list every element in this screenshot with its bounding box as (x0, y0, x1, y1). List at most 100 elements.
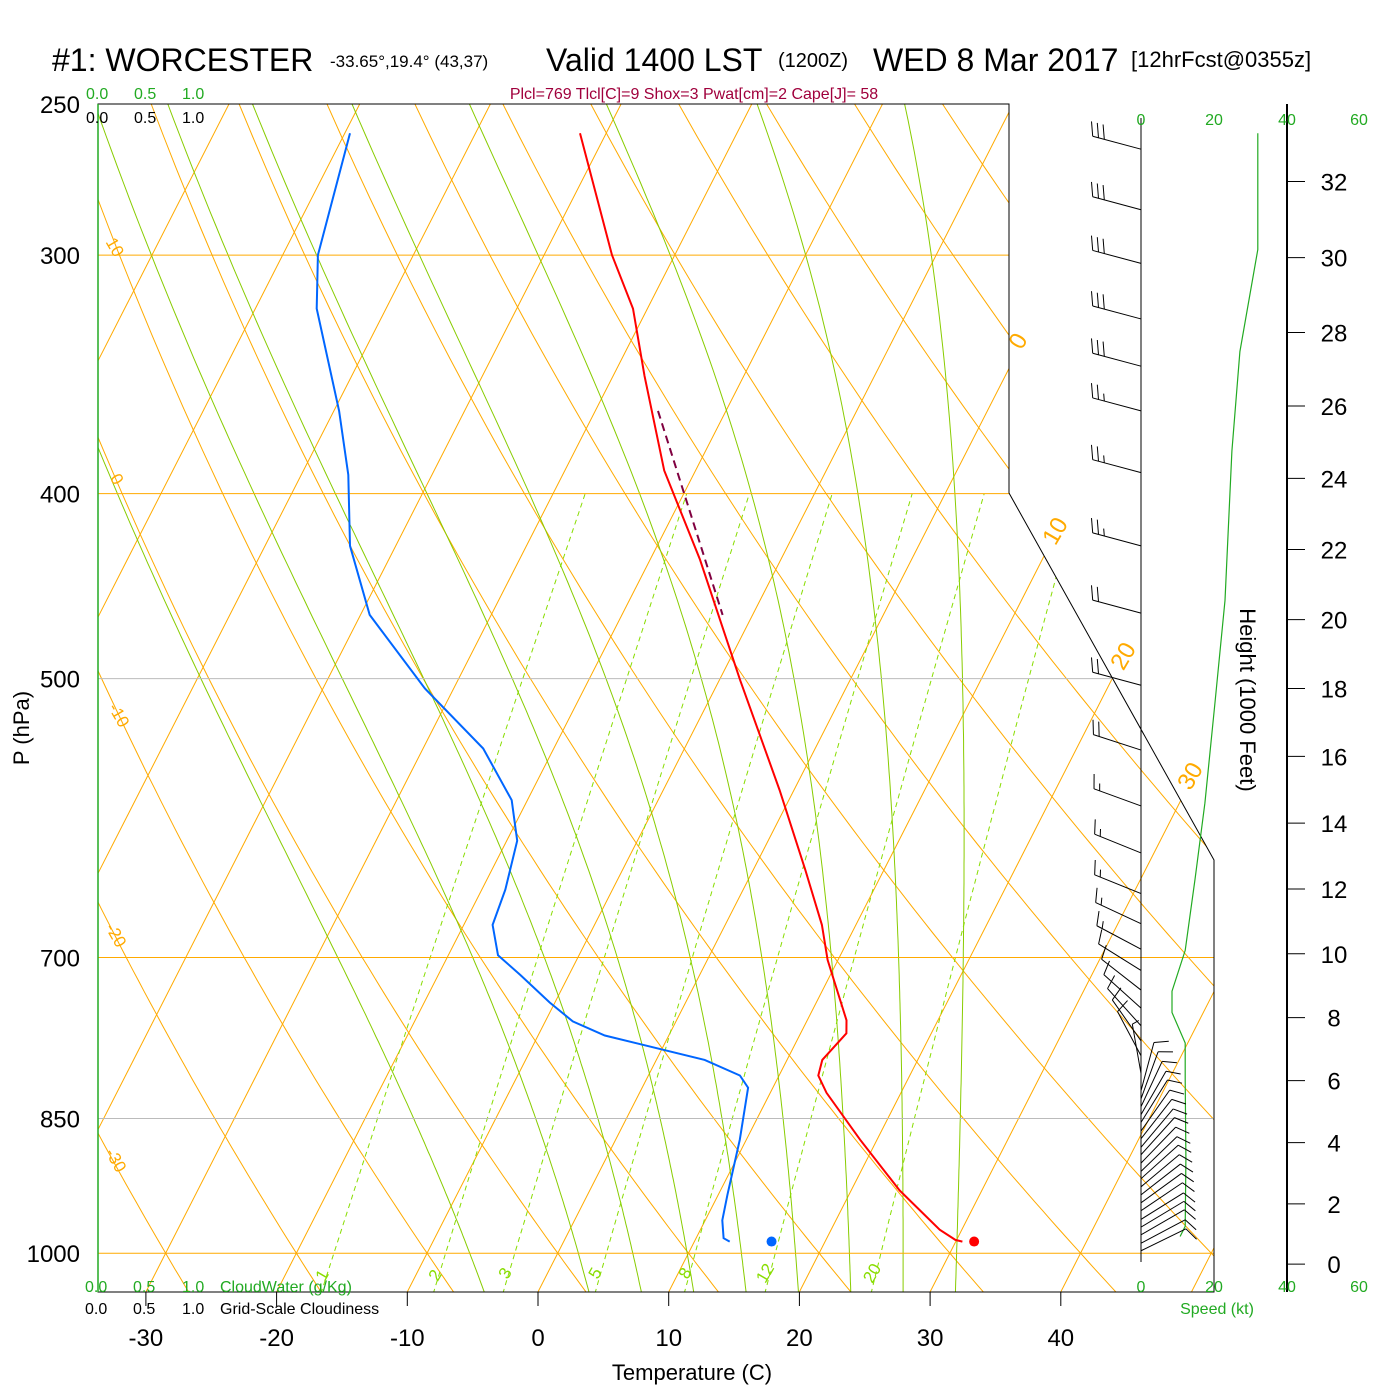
wind-barb (1140, 1079, 1183, 1123)
moist-adiabat-line (756, 104, 904, 1292)
barb-feather (1102, 294, 1105, 310)
barb-staff (1140, 1108, 1174, 1148)
speed-tick: 60 (1350, 112, 1368, 129)
cloudiness-bottom-scale: 0.0 0.5 1.0 Grid-Scale Cloudiness (85, 1301, 379, 1318)
barb-staff (1140, 1126, 1177, 1164)
dry-adiabat-label: -30 (101, 1145, 130, 1176)
height-tick-label: 30 (1321, 246, 1348, 273)
wind-barb (1140, 1126, 1190, 1164)
barb-staff (1095, 902, 1142, 925)
wind-barb (1140, 1098, 1187, 1140)
dry-adiabat-label: -20 (101, 920, 130, 951)
barb-staff (1092, 671, 1142, 686)
isobar-lines (98, 254, 1214, 1254)
dry-adiabat-line (766, 104, 1214, 1292)
isotherm-line (276, 104, 883, 1292)
surface-dewpoint-dot (766, 1236, 777, 1247)
wind-barb (1090, 518, 1142, 547)
barb-feather (1090, 518, 1094, 533)
barb-staff (1140, 1192, 1184, 1220)
speed-tick: 60 (1350, 1279, 1368, 1296)
barb-half-feather (1103, 455, 1105, 463)
wind-barb (1140, 1070, 1181, 1115)
barb-feather (1180, 1163, 1194, 1173)
barb-feather (1181, 1173, 1195, 1183)
barb-feather (1184, 1219, 1197, 1231)
barb-feather (1095, 887, 1098, 903)
moist-adiabat-line (252, 104, 695, 1292)
scale-tick: 1.0 (182, 1279, 204, 1296)
barb-feather (1090, 657, 1094, 673)
background-isopleths (98, 104, 1400, 1294)
mixing-ratio-label: 2 (425, 1266, 446, 1284)
y-axis-label: P (hPa) (9, 691, 34, 765)
temperature-tick-label: 40 (1047, 1325, 1074, 1352)
barb-feather (1090, 585, 1094, 601)
dry-adiabat-line (326, 104, 1118, 1292)
height-tick-label: 26 (1321, 394, 1348, 421)
pressure-tick-label: 500 (40, 667, 80, 694)
barb-staff (1111, 999, 1142, 1042)
speed-tick: 20 (1205, 112, 1223, 129)
height-tick-label: 6 (1327, 1069, 1340, 1096)
dry-adiabat-line (98, 104, 456, 1292)
dry-adiabat-line (590, 104, 1214, 1292)
temperature-tick-label: 30 (917, 1325, 944, 1352)
valid-time: Valid 1400 LST (546, 42, 762, 78)
wind-barb (1140, 1051, 1173, 1099)
wind-barb (1090, 444, 1142, 474)
wind-barb (1090, 121, 1142, 150)
speed-tick: 20 (1205, 1279, 1223, 1296)
wind-barb (1140, 1089, 1185, 1132)
barb-feather (1096, 586, 1099, 602)
isotherm-line (929, 104, 1214, 1292)
scale-tick: 0.0 (86, 86, 108, 103)
barb-feather (1102, 238, 1105, 254)
forecast-info: [12hrFcst@0355z] (1131, 47, 1311, 72)
sounding-profiles (315, 133, 980, 1247)
mixing-ratio-line (432, 493, 688, 1292)
barb-staff (1092, 599, 1142, 614)
barb-staff (1092, 459, 1142, 474)
temperature-tick-label: -10 (390, 1325, 425, 1352)
barb-feather (1185, 1228, 1197, 1240)
barb-staff (1140, 1144, 1179, 1180)
wind-barb (1140, 1154, 1193, 1188)
barb-staff (1140, 1089, 1171, 1132)
barb-feather (1102, 185, 1105, 200)
barb-feather (1172, 1108, 1188, 1115)
plot-frame (97, 103, 1215, 1293)
dry-adiabat-line (502, 104, 1214, 1292)
barb-staff (1140, 1117, 1175, 1156)
height-tick-label: 32 (1321, 169, 1348, 196)
barb-feather (1111, 987, 1122, 1001)
barb-feather (1096, 237, 1099, 253)
cloudiness-label: Grid-Scale Cloudiness (220, 1301, 379, 1318)
dry-adiabat-line (1382, 104, 1400, 1294)
barb-staff (1092, 305, 1142, 320)
wind-barb (1107, 975, 1142, 1027)
height-tick-label: 24 (1321, 466, 1348, 493)
barb-staff (1093, 734, 1142, 751)
wind-barb (1140, 1173, 1195, 1204)
moist-adiabat-line (468, 104, 799, 1292)
isotherm-line (798, 104, 1214, 1292)
dewpoint-line (315, 133, 750, 1243)
barb-feather (1117, 1000, 1128, 1012)
surface-temperature-dot (969, 1236, 980, 1247)
barb-staff (1140, 1061, 1163, 1107)
temperature-tick-label: -30 (129, 1325, 164, 1352)
height-tick-label: 20 (1321, 608, 1348, 635)
isotherm-line (1060, 104, 1214, 1292)
dry-adiabat-line (98, 104, 721, 1292)
moist-adiabat-line (98, 104, 590, 1292)
barb-staff (1107, 988, 1142, 1027)
barb-feather (1171, 1098, 1187, 1105)
dry-adiabat-line (678, 104, 1214, 1292)
barb-feather (1177, 1144, 1192, 1153)
barb-staff (1140, 1051, 1159, 1099)
barb-feather (1183, 1200, 1196, 1212)
pressure-tick-label: 400 (40, 482, 80, 509)
